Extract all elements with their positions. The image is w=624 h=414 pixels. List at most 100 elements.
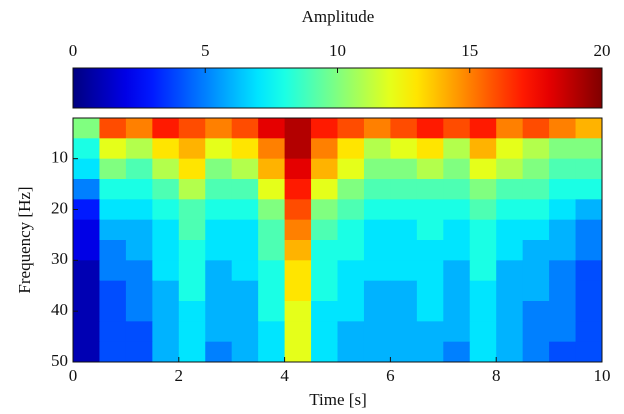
- heatmap-cell: [284, 240, 312, 261]
- heatmap-cell: [258, 179, 286, 200]
- heatmap-cell: [284, 260, 312, 282]
- heatmap-cell: [443, 301, 471, 322]
- heatmap-cell: [205, 199, 233, 221]
- heatmap-cell: [73, 138, 100, 160]
- heatmap-cell: [469, 280, 497, 302]
- heatmap-cell: [125, 280, 153, 302]
- heatmap-cell: [284, 301, 312, 322]
- heatmap-cell: [311, 301, 338, 322]
- heatmap-cell: [99, 280, 127, 302]
- heatmap-cell: [549, 341, 577, 363]
- heatmap-cell: [205, 260, 233, 282]
- heatmap-cell: [73, 301, 100, 322]
- heatmap-cell: [575, 341, 603, 363]
- heatmap-cell: [575, 321, 603, 343]
- heatmap-cell: [99, 199, 127, 221]
- colorbar-tick-label: 20: [594, 41, 611, 60]
- heatmap-cell: [549, 260, 577, 282]
- heatmap-cell: [390, 240, 418, 261]
- heatmap-cell: [178, 321, 206, 343]
- heatmap-cell: [522, 321, 550, 343]
- x-tick-label: 10: [594, 366, 611, 385]
- heatmap-cell: [311, 199, 338, 221]
- heatmap-cell: [73, 179, 100, 200]
- heatmap-cell: [73, 219, 100, 241]
- heatmap-cell: [496, 341, 524, 363]
- heatmap-cell: [311, 240, 338, 261]
- heatmap-cell: [390, 219, 418, 241]
- heatmap-cell: [337, 118, 365, 139]
- heatmap-cell: [443, 179, 471, 200]
- heatmap-cell: [469, 138, 497, 160]
- heatmap-cell: [178, 158, 206, 180]
- heatmap-cell: [311, 219, 338, 241]
- heatmap-cell: [284, 219, 312, 241]
- x-tick-label: 4: [280, 366, 289, 385]
- heatmap-cell: [575, 219, 603, 241]
- heatmap-cell: [416, 240, 444, 261]
- heatmap-cell: [178, 138, 206, 160]
- heatmap-cell: [152, 301, 180, 322]
- heatmap-cell: [231, 199, 259, 221]
- heatmap-cell: [284, 138, 312, 160]
- heatmap-cell: [258, 118, 286, 139]
- heatmap-cell: [99, 240, 127, 261]
- heatmap-cell: [178, 219, 206, 241]
- heatmap-cell: [575, 199, 603, 221]
- heatmap-cell: [337, 260, 365, 282]
- heatmap-cell: [99, 158, 127, 180]
- heatmap-cell: [311, 280, 338, 302]
- heatmap-cell: [205, 138, 233, 160]
- heatmap-cell: [469, 260, 497, 282]
- heatmap-cell: [416, 179, 444, 200]
- heatmap-cell: [205, 219, 233, 241]
- heatmap-cell: [284, 199, 312, 221]
- heatmap-cell: [99, 321, 127, 343]
- colorbar-tick-label: 0: [69, 41, 78, 60]
- heatmap-cell: [258, 199, 286, 221]
- heatmap-cell: [284, 179, 312, 200]
- heatmap-cell: [152, 219, 180, 241]
- heatmap-cell: [258, 321, 286, 343]
- heatmap-cell: [496, 179, 524, 200]
- heatmap-cell: [284, 341, 312, 363]
- heatmap-cell: [469, 240, 497, 261]
- heatmap-cell: [99, 301, 127, 322]
- heatmap-cell: [575, 118, 603, 139]
- heatmap-cell: [363, 219, 391, 241]
- heatmap-cell: [99, 118, 127, 139]
- y-tick-label: 20: [51, 198, 68, 217]
- heatmap-cell: [125, 199, 153, 221]
- heatmap-cell: [284, 321, 312, 343]
- heatmap-cell: [575, 158, 603, 180]
- heatmap-cell: [522, 138, 550, 160]
- y-axis-label: Frequency [Hz]: [15, 186, 34, 293]
- heatmap-cell: [443, 321, 471, 343]
- heatmap-cell: [522, 260, 550, 282]
- heatmap-cell: [73, 199, 100, 221]
- heatmap-cell: [152, 179, 180, 200]
- y-tick-label: 30: [51, 249, 68, 268]
- heatmap-cell: [178, 118, 206, 139]
- heatmap-cell: [205, 179, 233, 200]
- heatmap-cell: [363, 341, 391, 363]
- heatmap-cell: [575, 179, 603, 200]
- y-tick-label: 40: [51, 300, 68, 319]
- heatmap-cell: [284, 280, 312, 302]
- heatmap-cell: [152, 118, 180, 139]
- colorbar-tick-label: 10: [329, 41, 346, 60]
- heatmap-cell: [443, 341, 471, 363]
- heatmap-cell: [575, 138, 603, 160]
- y-tick-label: 10: [51, 148, 68, 167]
- heatmap-cell: [390, 158, 418, 180]
- heatmap-cell: [522, 158, 550, 180]
- heatmap-cell: [443, 158, 471, 180]
- heatmap-cell: [549, 280, 577, 302]
- heatmap-cell: [522, 341, 550, 363]
- heatmap-cell: [416, 301, 444, 322]
- heatmap-cell: [73, 341, 100, 363]
- heatmap-cell: [390, 301, 418, 322]
- heatmap-cell: [549, 138, 577, 160]
- heatmap-cell: [469, 118, 497, 139]
- heatmap-cell: [231, 219, 259, 241]
